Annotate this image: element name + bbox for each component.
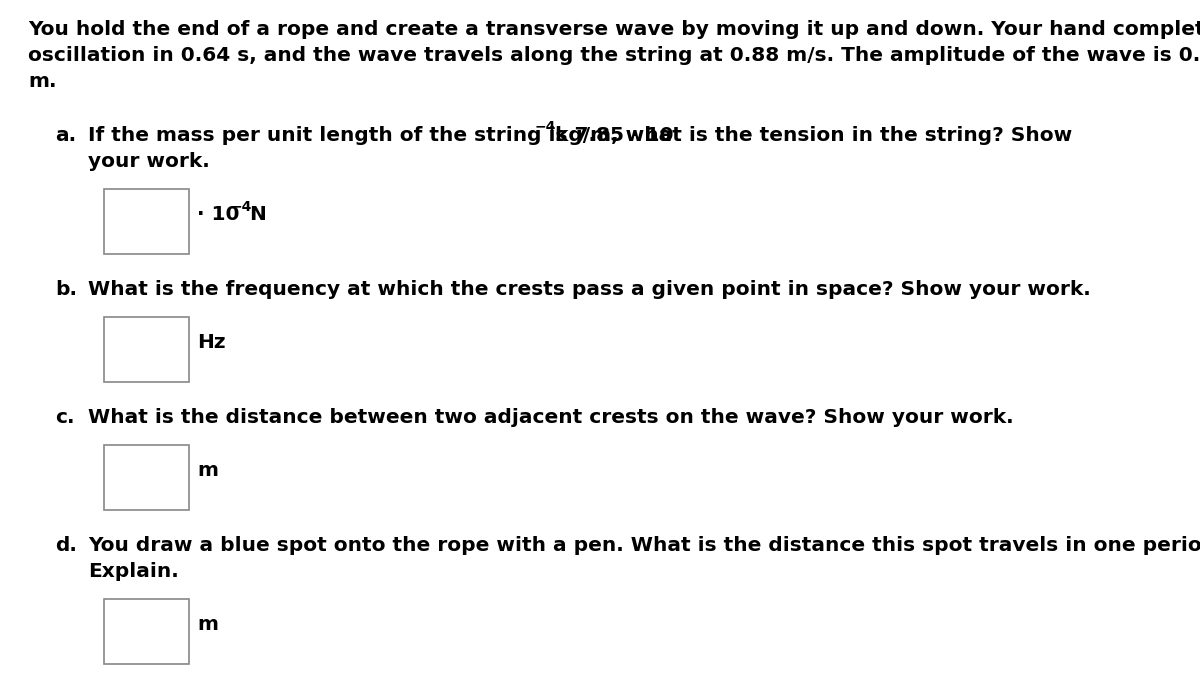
Text: You hold the end of a rope and create a transverse wave by moving it up and down: You hold the end of a rope and create a …	[28, 20, 1200, 39]
Text: m.: m.	[28, 72, 56, 91]
Text: a.: a.	[55, 126, 76, 145]
Text: Hz: Hz	[197, 333, 226, 353]
FancyBboxPatch shape	[103, 317, 188, 382]
FancyBboxPatch shape	[103, 599, 188, 663]
Text: b.: b.	[55, 280, 77, 299]
Text: −4: −4	[534, 120, 556, 134]
Text: c.: c.	[55, 408, 74, 427]
FancyBboxPatch shape	[103, 444, 188, 509]
Text: What is the frequency at which the crests pass a given point in space? Show your: What is the frequency at which the crest…	[88, 280, 1091, 299]
Text: You draw a blue spot onto the rope with a pen. What is the distance this spot tr: You draw a blue spot onto the rope with …	[88, 536, 1200, 555]
Text: What is the distance between two adjacent crests on the wave? Show your work.: What is the distance between two adjacen…	[88, 408, 1014, 427]
Text: If the mass per unit length of the string is 7.85 · 10: If the mass per unit length of the strin…	[88, 126, 673, 145]
Text: oscillation in 0.64 s, and the wave travels along the string at 0.88 m/s. The am: oscillation in 0.64 s, and the wave trav…	[28, 46, 1200, 65]
Text: −4: −4	[230, 200, 252, 214]
Text: N: N	[244, 206, 266, 225]
Text: m: m	[197, 615, 218, 635]
Text: d.: d.	[55, 536, 77, 555]
Text: m: m	[197, 462, 218, 480]
Text: your work.: your work.	[88, 152, 210, 171]
Text: kg/m, what is the tension in the string? Show: kg/m, what is the tension in the string?…	[548, 126, 1073, 145]
Text: · 10: · 10	[197, 206, 240, 225]
Text: Explain.: Explain.	[88, 562, 179, 581]
FancyBboxPatch shape	[103, 188, 188, 254]
